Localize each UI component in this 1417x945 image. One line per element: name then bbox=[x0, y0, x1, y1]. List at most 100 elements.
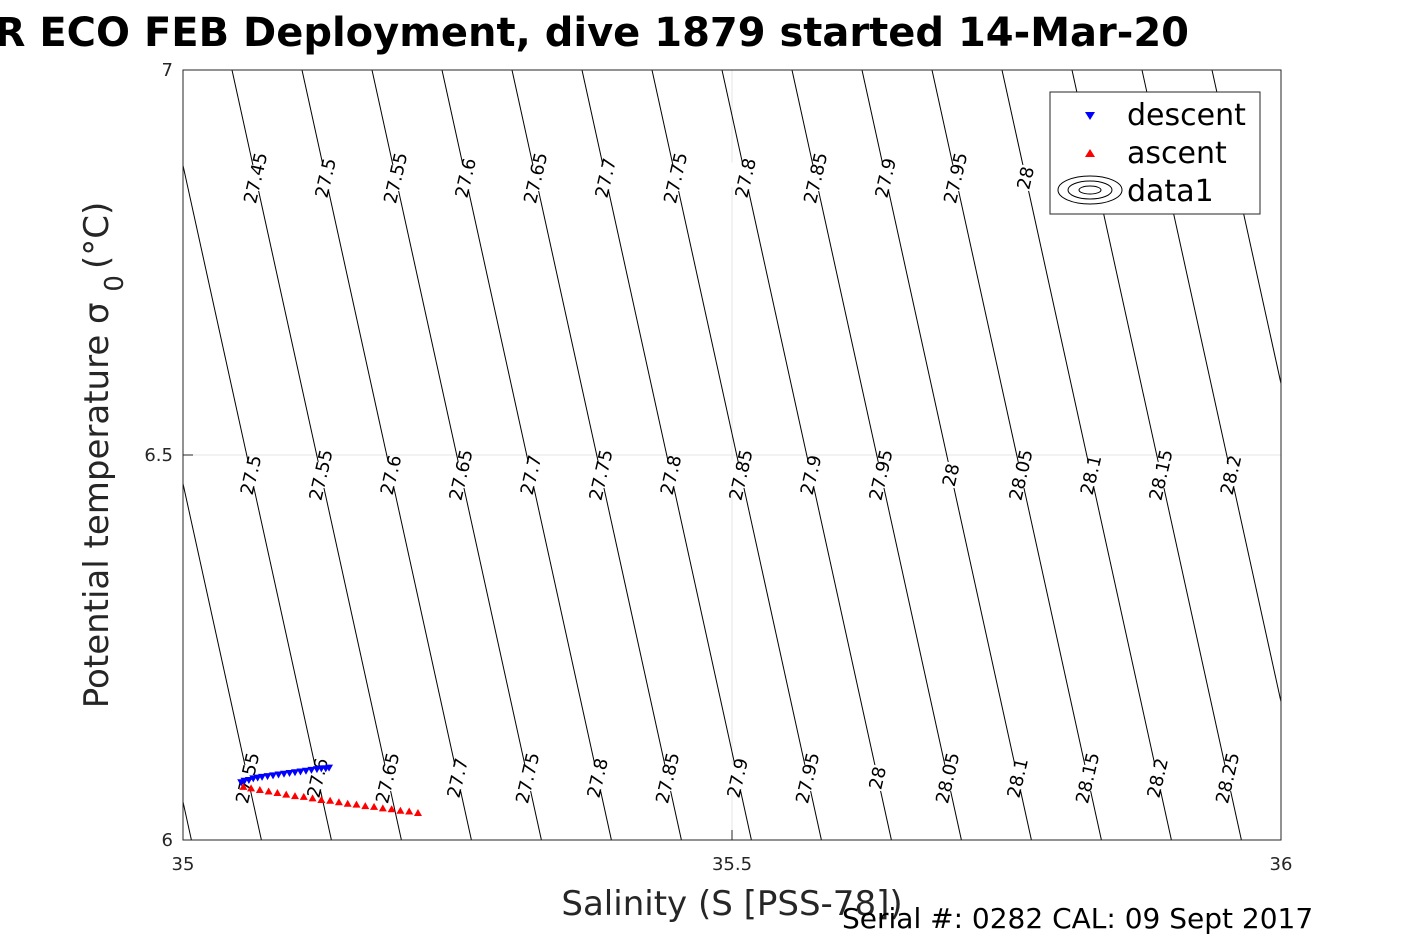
contour-label-gap bbox=[1195, 759, 1260, 797]
isopycnal-line bbox=[1282, 70, 1417, 840]
ascent-point bbox=[387, 805, 396, 813]
isopycnal-line bbox=[721, 70, 892, 840]
contour-label-gap bbox=[985, 759, 1050, 797]
ascent-point bbox=[334, 798, 343, 806]
contour-label-gap bbox=[713, 159, 778, 197]
contour-label-gap bbox=[845, 759, 910, 797]
contour-label: 28 bbox=[1013, 165, 1039, 192]
contour-label-gap bbox=[705, 759, 770, 797]
ascent-point bbox=[290, 792, 299, 800]
isopycnal-line bbox=[931, 70, 1102, 840]
ascent-point bbox=[299, 792, 308, 800]
contour-label-gap bbox=[1055, 759, 1120, 797]
contour-label-gap bbox=[1125, 759, 1190, 797]
legend-data1-label: data1 bbox=[1127, 174, 1214, 209]
y-tick-label: 6.5 bbox=[144, 445, 173, 466]
y-tick-label: 6 bbox=[162, 830, 173, 851]
contour-label-gap bbox=[783, 159, 848, 197]
contour-label-gap bbox=[429, 456, 494, 494]
contour-label-gap bbox=[635, 759, 700, 797]
x-tick-label: 35.5 bbox=[712, 854, 752, 875]
descent-point bbox=[274, 771, 283, 779]
contour-label-gap bbox=[495, 759, 560, 797]
contour-label-gap bbox=[853, 159, 918, 197]
ascent-point bbox=[413, 809, 422, 817]
contour-label-gap bbox=[503, 159, 568, 197]
contour-label-gap bbox=[499, 456, 564, 494]
isopycnal-line bbox=[581, 70, 752, 840]
isopycnal-line bbox=[791, 70, 962, 840]
descent-point bbox=[263, 773, 272, 781]
legend-descent-label: descent bbox=[1127, 98, 1246, 133]
y-axis-label-subscript: 0 bbox=[100, 275, 130, 292]
isopycnal-line bbox=[231, 70, 402, 840]
contour-label: 28 bbox=[865, 765, 891, 792]
contour-label-gap bbox=[565, 759, 630, 797]
isopycnal-line bbox=[441, 70, 612, 840]
isopycnal-line bbox=[861, 70, 1032, 840]
contour-label-gap bbox=[293, 159, 358, 197]
isopycnal-line bbox=[0, 70, 51, 840]
isopycnal-line bbox=[511, 70, 682, 840]
descent-point bbox=[296, 768, 305, 776]
serial-cal-footer: Serial #: 0282 CAL: 09 Sept 2017 bbox=[842, 902, 1313, 935]
ascent-point bbox=[317, 795, 326, 803]
contour-label-gap bbox=[643, 159, 708, 197]
contour-label-gap bbox=[223, 159, 288, 197]
contour-label-gap bbox=[363, 159, 428, 197]
contour-label-gap bbox=[989, 456, 1054, 494]
isopycnal-line bbox=[651, 70, 822, 840]
descent-point bbox=[325, 764, 334, 772]
x-tick-label: 36 bbox=[1270, 854, 1293, 875]
y-axis-label-text: Potential temperature σ bbox=[77, 302, 117, 708]
descent-series bbox=[237, 764, 334, 787]
ascent-point bbox=[396, 806, 405, 814]
ascent-point bbox=[326, 796, 335, 804]
contour-label-gap bbox=[1059, 456, 1124, 494]
x-axis-label: Salinity (S [PSS-78]) bbox=[561, 884, 902, 924]
legend-descent-marker bbox=[1085, 112, 1095, 120]
ascent-point bbox=[343, 799, 352, 807]
descent-point bbox=[301, 767, 310, 775]
contour-label-gap bbox=[709, 456, 774, 494]
legend-ascent-marker bbox=[1085, 149, 1095, 157]
x-tick-label: 35 bbox=[172, 854, 195, 875]
ascent-point bbox=[282, 790, 291, 798]
contour-label-gap bbox=[433, 159, 498, 197]
ascent-point bbox=[255, 785, 264, 793]
legend-ascent-label: ascent bbox=[1127, 136, 1227, 171]
contour-label-gap bbox=[219, 456, 284, 494]
descent-point bbox=[258, 773, 267, 781]
contour-label-gap bbox=[573, 159, 638, 197]
y-tick-label: 7 bbox=[162, 60, 173, 81]
ascent-point bbox=[352, 800, 361, 808]
ascent-point bbox=[370, 802, 379, 810]
y-axis-label-unit: (°C) bbox=[77, 202, 117, 269]
isopycnal-line bbox=[1001, 70, 1172, 840]
ascent-point bbox=[308, 794, 317, 802]
descent-point bbox=[307, 766, 316, 774]
ascent-point bbox=[239, 782, 248, 790]
contour-label-gap bbox=[425, 759, 490, 797]
contour-label-gap bbox=[355, 759, 420, 797]
ascent-point bbox=[273, 789, 282, 797]
descent-point bbox=[280, 770, 289, 778]
descent-point bbox=[290, 769, 299, 777]
legend-contour-marker bbox=[1057, 175, 1123, 205]
contour-label-gap bbox=[915, 759, 980, 797]
contour-label-gap bbox=[1199, 456, 1264, 494]
ascent-point bbox=[378, 804, 387, 812]
contour-label-gap bbox=[919, 456, 984, 494]
descent-point bbox=[269, 772, 278, 780]
chart-title: TER ECO FEB Deployment, dive 1879 starte… bbox=[0, 10, 1189, 56]
contour-label-gap bbox=[639, 456, 704, 494]
contour-label-gap bbox=[569, 456, 634, 494]
legend: descent ascent data1 bbox=[1049, 91, 1261, 215]
isopycnal-line bbox=[301, 70, 472, 840]
ascent-point bbox=[361, 802, 370, 810]
ascent-series bbox=[239, 782, 422, 817]
contour-label-gap bbox=[993, 159, 1058, 197]
contour-label-gap bbox=[289, 456, 354, 494]
axis-ticks: 35 35.5 36 6 6.5 7 bbox=[144, 60, 1292, 875]
